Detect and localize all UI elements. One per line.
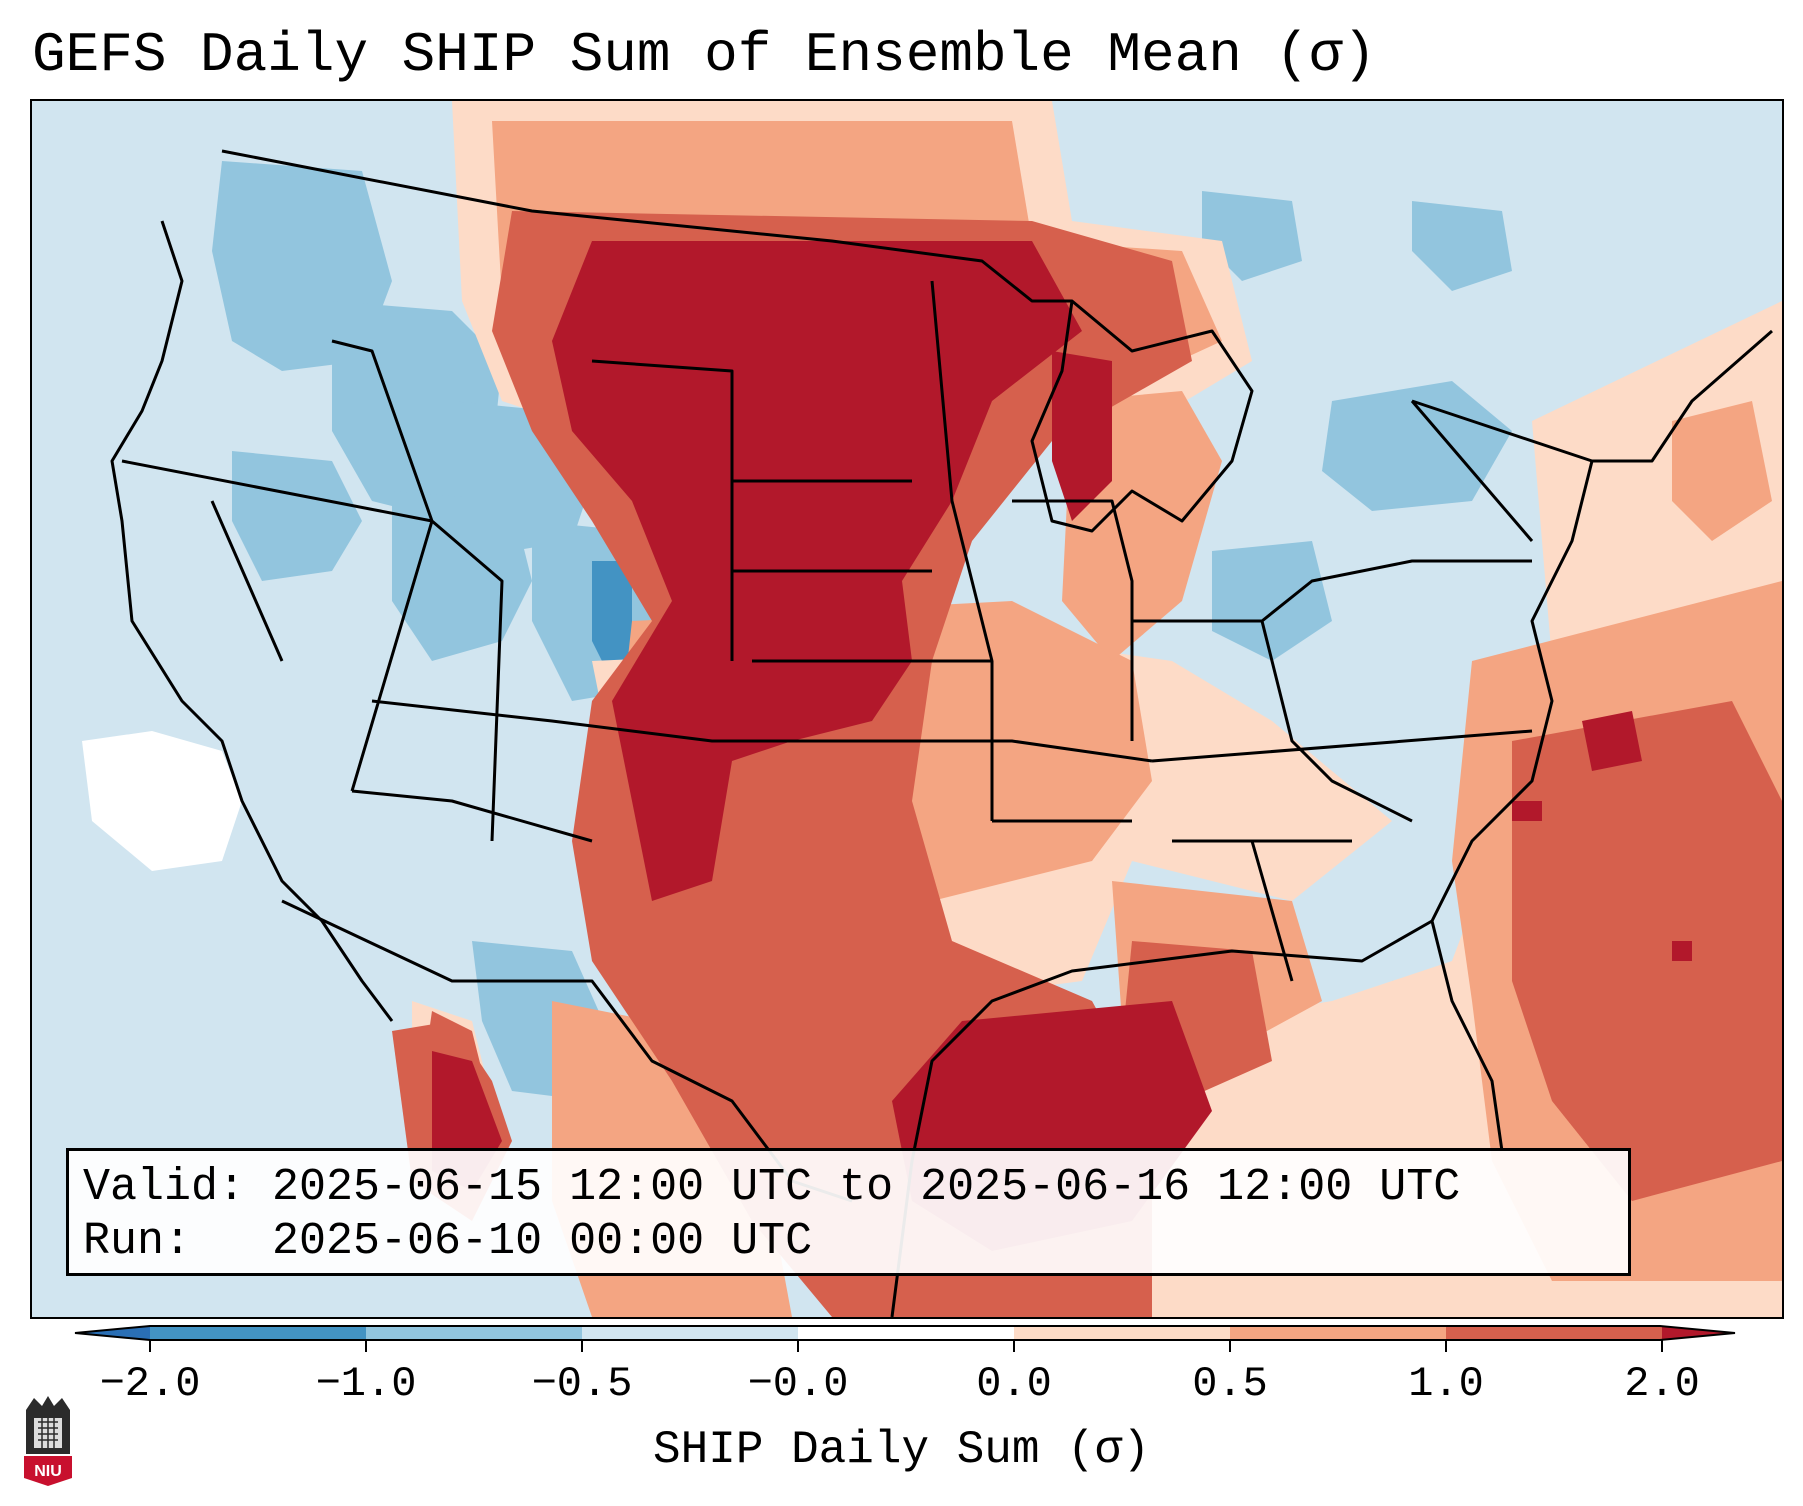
colorbar-tick-label: −2.0: [99, 1360, 201, 1408]
chart-title: GEFS Daily SHIP Sum of Ensemble Mean (σ): [32, 23, 1377, 87]
niu-logo: NIU: [24, 1396, 72, 1486]
colorbar-tick-label: 0.0: [976, 1360, 1052, 1408]
colorbar-segment: [582, 1326, 798, 1340]
east-coast: [1411, 329, 1773, 463]
state-lines-central: [591, 280, 1134, 823]
valid-time-line: Valid: 2025-06-15 12:00 UTC to 2025-06-1…: [83, 1162, 1461, 1213]
near-zero-region: [82, 731, 242, 871]
map-canvas: [32, 101, 1782, 1317]
state-lines-west: [121, 339, 1153, 843]
run-time-line: Run: 2025-06-10 00:00 UTC: [83, 1216, 813, 1267]
atlantic-coast: [1430, 460, 1594, 1152]
gulf-coast: [890, 919, 1433, 1317]
great-lakes: [1030, 299, 1254, 533]
state-lines-east: [1132, 400, 1534, 982]
colorbar-segment: [366, 1326, 582, 1340]
info-box: Valid: 2025-06-15 12:00 UTC to 2025-06-1…: [66, 1148, 1631, 1276]
colorbar-tick-label: −0.0: [747, 1360, 849, 1408]
colorbar-tick-label: 1.0: [1408, 1360, 1484, 1408]
west-coast: [110, 220, 394, 1022]
colorbar-label: SHIP Daily Sum (σ): [653, 1424, 1150, 1476]
colorbar-segment: [1446, 1326, 1662, 1340]
map-panel: [30, 99, 1784, 1319]
colorbar-tick-label: 2.0: [1624, 1360, 1700, 1408]
colorbar-extend-high: [1662, 1326, 1735, 1340]
colorbar-segment: [1230, 1326, 1446, 1340]
colorbar-extend-low: [75, 1326, 150, 1340]
colorbar: [74, 1325, 1736, 1352]
us-canada-border: [221, 149, 1072, 303]
logo-text: NIU: [34, 1463, 62, 1480]
colorbar-tick-labels: −2.0 −1.0 −0.5 −0.0 0.0 0.5 1.0 2.0: [0, 1360, 1803, 1420]
colorbar-tick-label: −0.5: [531, 1360, 633, 1408]
colorbar-segment: [150, 1326, 366, 1340]
colorbar-segment: [798, 1326, 1014, 1340]
colorbar-tick-label: 0.5: [1192, 1360, 1268, 1408]
colorbar-segment: [1014, 1326, 1230, 1340]
colorbar-tick-label: −1.0: [315, 1360, 417, 1408]
